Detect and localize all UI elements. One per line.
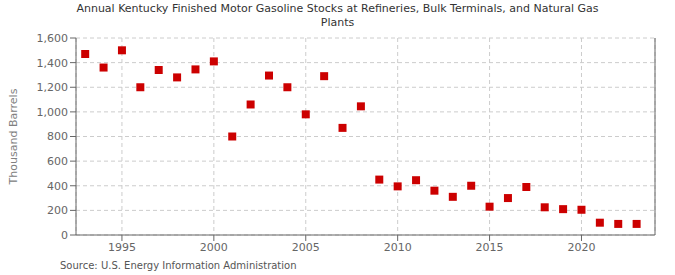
svg-text:2000: 2000 xyxy=(200,241,228,254)
svg-text:400: 400 xyxy=(47,180,68,193)
html-text:Plants: Plants xyxy=(320,16,355,29)
html-text:Annual Kentucky Finished Motor: Annual Kentucky Finished Motor Gasoline … xyxy=(76,2,599,15)
svg-text:2015: 2015 xyxy=(476,241,504,254)
svg-text:1,400: 1,400 xyxy=(37,57,69,70)
svg-text:1995: 1995 xyxy=(108,241,136,254)
svg-text:2020: 2020 xyxy=(567,241,595,254)
svg-text:200: 200 xyxy=(47,204,68,217)
html-text:Source: U.S. Energy Informatio: Source: U.S. Energy Information Administ… xyxy=(60,260,297,271)
svg-text:2005: 2005 xyxy=(292,241,320,254)
svg-text:0: 0 xyxy=(61,229,68,242)
svg-text:600: 600 xyxy=(47,155,68,168)
svg-text:1,600: 1,600 xyxy=(37,32,69,45)
svg-text:1,200: 1,200 xyxy=(37,81,69,94)
svg-text:2010: 2010 xyxy=(384,241,412,254)
svg-text:800: 800 xyxy=(47,130,68,143)
svg-text:1,000: 1,000 xyxy=(37,106,69,119)
svg-text:Thousand Barrels: Thousand Barrels xyxy=(7,88,20,185)
